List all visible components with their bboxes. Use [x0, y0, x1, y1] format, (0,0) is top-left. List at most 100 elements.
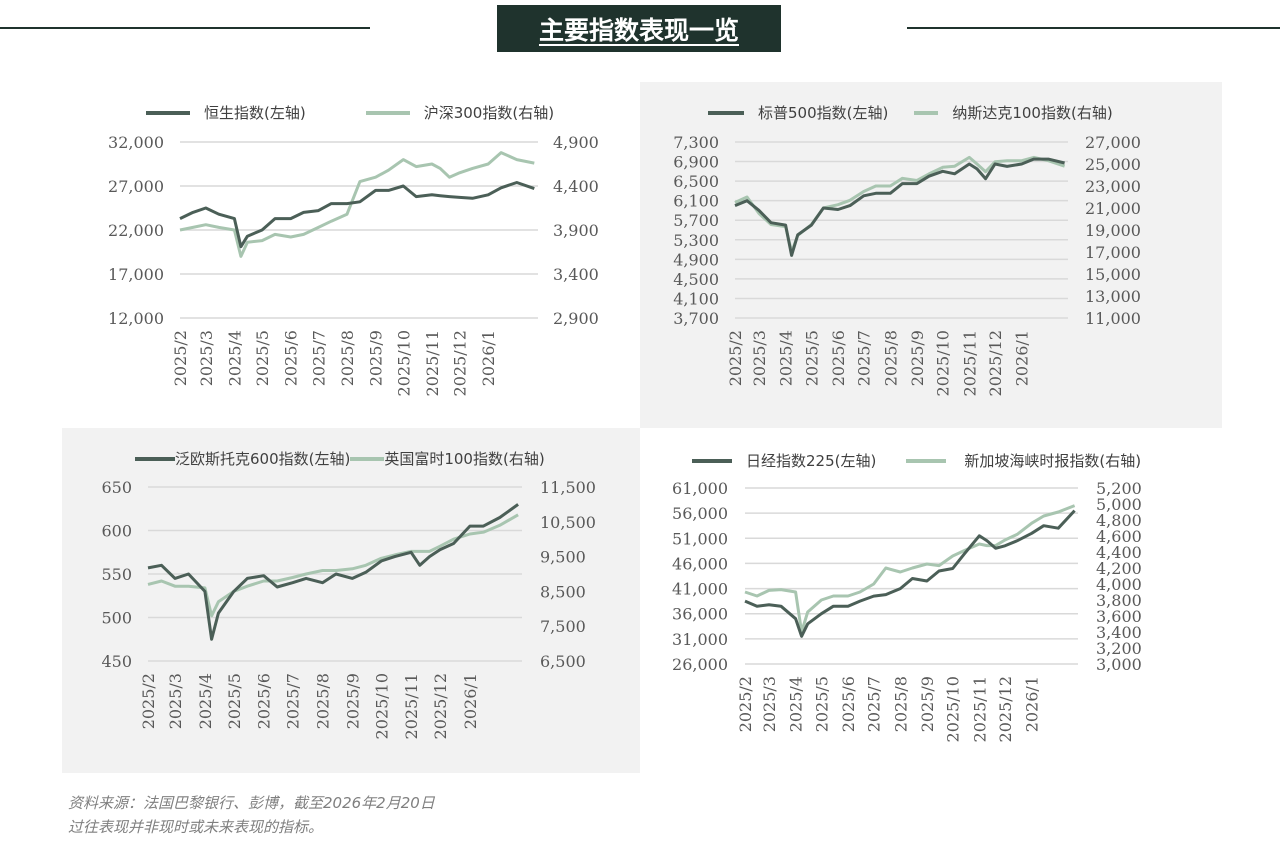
y-right-tick-label: 23,000 [1085, 177, 1141, 196]
y-right-tick-label: 4,200 [1096, 559, 1142, 578]
legend-swatch-light [914, 110, 939, 115]
x-tick-label: 2025/3 [750, 330, 769, 386]
y-right-tick-label: 10,500 [540, 513, 596, 532]
series-line-left-axis [744, 509, 1076, 638]
y-right-tick-label: 4,600 [1096, 527, 1142, 546]
x-tick-label: 2025/9 [367, 330, 386, 386]
x-tick-label: 2025/8 [313, 673, 332, 729]
y-left-tick-label: 56,000 [672, 504, 728, 523]
y-right-tick-label: 3,400 [553, 265, 599, 284]
x-tick-label: 2025/2 [139, 673, 158, 729]
x-tick-label: 2025/5 [225, 673, 244, 729]
legend-swatch-dark [146, 110, 190, 115]
x-tick-label: 2025/5 [812, 676, 831, 732]
y-left-tick-label: 3,700 [673, 309, 719, 328]
x-tick-label: 2025/9 [908, 330, 927, 386]
x-tick-label: 2025/7 [865, 676, 884, 732]
y-right-tick-label: 3,000 [1096, 655, 1142, 674]
series-line-left-axis [734, 157, 1065, 257]
series-line-left-axis [179, 181, 535, 249]
y-right-tick-label: 7,500 [540, 617, 586, 636]
x-tick-label: 2025/7 [309, 330, 328, 386]
x-tick-label: 2025/2 [726, 330, 745, 386]
y-left-tick-label: 650 [101, 478, 132, 497]
y-right-tick-label: 5,200 [1096, 479, 1142, 498]
x-tick-label: 2025/12 [451, 330, 470, 396]
x-tick-label: 2025/4 [777, 330, 796, 386]
title-rule-left [0, 27, 370, 29]
y-left-tick-label: 7,300 [673, 133, 719, 152]
y-right-tick-label: 4,800 [1096, 511, 1142, 530]
y-left-tick-label: 27,000 [108, 177, 164, 196]
legend-label: 恒生指数(左轴) [204, 104, 306, 122]
y-right-tick-label: 13,000 [1085, 287, 1141, 306]
y-left-tick-label: 4,500 [673, 270, 719, 289]
series-line-right-axis [147, 513, 519, 618]
y-right-tick-label: 3,600 [1096, 607, 1142, 626]
x-tick-label: 2025/10 [934, 330, 953, 396]
y-left-tick-label: 500 [101, 609, 132, 628]
legend-swatch-dark [135, 456, 175, 461]
x-tick-label: 2025/7 [855, 330, 874, 386]
y-right-tick-label: 4,000 [1096, 575, 1142, 594]
title-rule-right [907, 27, 1280, 29]
legend-label: 日经指数225(左轴) [746, 452, 877, 470]
x-tick-label: 2026/1 [479, 330, 498, 386]
y-right-tick-label: 25,000 [1085, 155, 1141, 174]
legend-asia: 日经指数225(左轴) 新加坡海峡时报指数(右轴) [692, 450, 1141, 471]
x-tick-label: 2025/4 [225, 330, 244, 386]
legend-item-ndx: 纳斯达克100指数(右轴) [914, 102, 1113, 123]
x-tick-label: 2025/6 [829, 330, 848, 386]
y-right-tick-label: 3,400 [1096, 623, 1142, 642]
legend-label: 标普500指数(左轴) [758, 104, 889, 122]
y-left-tick-label: 5,700 [673, 211, 719, 230]
x-tick-label: 2025/5 [253, 330, 272, 386]
y-left-tick-label: 6,500 [673, 172, 719, 191]
y-left-tick-label: 32,000 [108, 133, 164, 152]
x-tick-label: 2026/1 [1023, 676, 1042, 732]
x-tick-label: 2025/2 [736, 676, 755, 732]
x-tick-label: 2025/7 [284, 673, 303, 729]
y-left-tick-label: 31,000 [672, 630, 728, 649]
y-left-tick-label: 6,100 [673, 192, 719, 211]
x-tick-label: 2025/8 [338, 330, 357, 386]
y-left-tick-label: 6,900 [673, 153, 719, 172]
x-tick-label: 2025/12 [986, 330, 1005, 396]
x-tick-label: 2025/4 [196, 673, 215, 729]
x-tick-label: 2025/10 [394, 330, 413, 396]
x-tick-label: 2025/11 [960, 330, 979, 396]
y-left-tick-label: 51,000 [672, 529, 728, 548]
page-title: 主要指数表现一览 [497, 5, 781, 52]
legend-item-stoxx600: 泛欧斯托克600指数(左轴) [135, 448, 350, 469]
legend-swatch-light [365, 110, 410, 115]
x-tick-label: 2026/1 [1013, 330, 1032, 386]
x-tick-label: 2025/8 [881, 330, 900, 386]
y-right-tick-label: 27,000 [1085, 133, 1141, 152]
panel-us [640, 82, 1222, 428]
legend-label: 纳斯达克100指数(右轴) [952, 104, 1113, 122]
x-tick-label: 2025/11 [423, 330, 442, 396]
legend-swatch-light [350, 456, 385, 461]
y-left-tick-label: 17,000 [108, 265, 164, 284]
y-left-tick-label: 22,000 [108, 221, 164, 240]
legend-europe: 泛欧斯托克600指数(左轴) 英国富时100指数(右轴) [135, 448, 545, 469]
x-tick-label: 2025/12 [431, 673, 450, 739]
series-line-right-axis [179, 151, 535, 258]
legend-hk-cn: 恒生指数(左轴) 沪深300指数(右轴) [146, 102, 554, 123]
y-right-tick-label: 8,500 [540, 582, 586, 601]
y-left-tick-label: 600 [101, 522, 132, 541]
x-tick-label: 2026/1 [461, 673, 480, 729]
x-tick-label: 2025/9 [343, 673, 362, 729]
y-right-tick-label: 9,500 [540, 548, 586, 567]
x-tick-label: 2025/8 [891, 676, 910, 732]
y-right-tick-label: 4,400 [553, 177, 599, 196]
y-right-tick-label: 11,000 [1085, 309, 1141, 328]
legend-label: 泛欧斯托克600指数(左轴) [175, 450, 351, 468]
y-left-tick-label: 12,000 [108, 309, 164, 328]
legend-label: 新加坡海峡时报指数(右轴) [964, 452, 1142, 470]
x-tick-label: 2025/6 [282, 330, 301, 386]
footnote-source: 资料来源：法国巴黎银行、彭博，截至2026年2月20日 [68, 794, 435, 812]
y-left-tick-label: 46,000 [672, 554, 728, 573]
y-right-tick-label: 11,500 [540, 478, 596, 497]
